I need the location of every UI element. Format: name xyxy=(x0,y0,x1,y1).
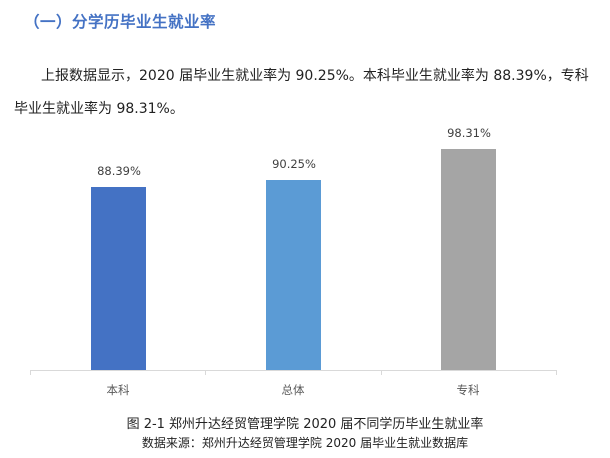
axis-tick xyxy=(30,370,31,375)
paragraph-line-2: 毕业生就业率为 98.31%。 xyxy=(14,101,184,117)
section-heading: （一）分学历毕业生就业率 xyxy=(24,13,217,31)
bar-value-label: 88.39% xyxy=(97,164,141,178)
axis-tick xyxy=(556,370,557,375)
chart-source: 数据来源：郑州升达经贸管理学院 2020 届毕业生就业数据库 xyxy=(141,436,469,450)
paragraph-line-1: 上报数据显示，2020 届毕业生就业率为 90.25%。本科毕业生就业率为 88… xyxy=(41,68,589,84)
bar-junior-college xyxy=(441,149,496,370)
category-label: 专科 xyxy=(456,383,480,397)
x-axis-line xyxy=(30,370,557,371)
bar-value-label: 98.31% xyxy=(447,126,491,140)
bar-overall xyxy=(266,180,321,370)
employment-rate-bar-chart: 88.39% 90.25% 98.31% 本科 总体 专科 xyxy=(0,120,610,410)
axis-tick xyxy=(205,370,206,375)
axis-tick xyxy=(381,370,382,375)
bar-value-label: 90.25% xyxy=(272,157,316,171)
category-label: 本科 xyxy=(106,383,130,397)
chart-title: 图 2-1 郑州升达经贸管理学院 2020 届不同学历毕业生就业率 xyxy=(126,417,484,432)
category-label: 总体 xyxy=(281,383,305,397)
bar-undergraduate xyxy=(91,187,146,370)
summary-paragraph: 上报数据显示，2020 届毕业生就业率为 90.25%。本科毕业生就业率为 88… xyxy=(14,60,600,126)
